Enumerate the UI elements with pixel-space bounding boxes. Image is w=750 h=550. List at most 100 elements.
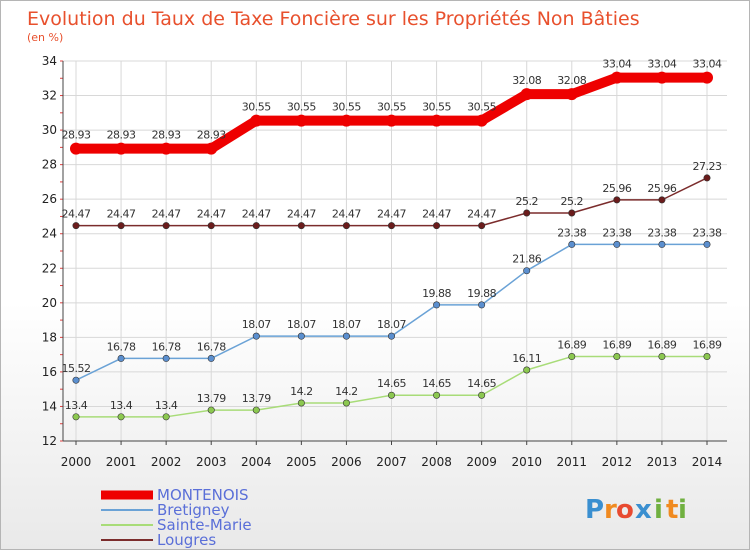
data-label-sainte-marie: 13.4 xyxy=(155,399,178,412)
x-tick-label: 2011 xyxy=(557,455,588,469)
data-label-montenois: 33.04 xyxy=(602,58,631,71)
data-label-montenois: 28.93 xyxy=(107,129,136,142)
data-point-sainte-marie xyxy=(252,406,260,414)
y-tick-label: 18 xyxy=(42,330,57,344)
data-point-montenois xyxy=(115,142,128,155)
data-label-montenois: 32.08 xyxy=(557,74,586,87)
data-label-bretigney: 23.38 xyxy=(602,226,631,239)
logo-letter: t xyxy=(666,495,678,525)
y-tick-label: 14 xyxy=(42,399,57,413)
x-tick-label: 2000 xyxy=(61,455,92,469)
data-point-montenois xyxy=(205,142,218,155)
data-point-sainte-marie xyxy=(478,391,486,399)
data-label-bretigney: 18.07 xyxy=(242,318,271,331)
y-tick-label: 24 xyxy=(42,227,57,241)
data-label-lougres: 27.23 xyxy=(693,160,722,173)
data-point-montenois xyxy=(250,114,263,127)
data-label-bretigney: 18.07 xyxy=(377,318,406,331)
x-tick-label: 2001 xyxy=(106,455,137,469)
data-point-lougres xyxy=(252,222,260,230)
data-point-bretigney xyxy=(207,354,215,362)
y-tick-label: 28 xyxy=(42,158,57,172)
data-label-sainte-marie: 13.79 xyxy=(197,392,226,405)
data-point-bretigney xyxy=(342,332,350,340)
logo-letter: i xyxy=(654,495,663,525)
data-point-sainte-marie xyxy=(523,366,531,374)
data-label-montenois: 30.55 xyxy=(422,101,451,114)
data-label-sainte-marie: 16.89 xyxy=(693,339,722,352)
series-group xyxy=(70,71,713,421)
x-tick-label: 2010 xyxy=(511,455,542,469)
data-label-lougres: 24.47 xyxy=(377,208,406,221)
data-point-sainte-marie xyxy=(387,391,395,399)
data-point-sainte-marie xyxy=(162,413,170,421)
data-label-lougres: 24.47 xyxy=(467,208,496,221)
data-label-sainte-marie: 16.89 xyxy=(557,339,586,352)
data-point-bretigney xyxy=(523,267,531,275)
data-point-montenois xyxy=(610,71,623,84)
x-tick-label: 2006 xyxy=(331,455,362,469)
logo-letter: x xyxy=(635,495,652,525)
y-tick-label: 32 xyxy=(42,89,57,103)
data-label-lougres: 24.47 xyxy=(242,208,271,221)
data-label-bretigney: 16.78 xyxy=(197,340,226,353)
data-point-lougres xyxy=(613,196,621,204)
data-label-lougres: 24.47 xyxy=(197,208,226,221)
data-point-montenois xyxy=(340,114,353,127)
data-point-sainte-marie xyxy=(613,353,621,361)
data-point-lougres xyxy=(568,209,576,217)
data-point-bretigney xyxy=(387,332,395,340)
y-tick-label: 12 xyxy=(42,434,57,448)
data-point-lougres xyxy=(117,222,125,230)
data-label-lougres: 25.2 xyxy=(515,195,538,208)
data-label-bretigney: 18.07 xyxy=(332,318,361,331)
data-point-montenois xyxy=(295,114,308,127)
data-label-montenois: 33.04 xyxy=(693,58,722,71)
legend-label-sainte-marie: Sainte-Marie xyxy=(157,516,252,534)
data-point-bretigney xyxy=(117,354,125,362)
x-tick-label: 2012 xyxy=(602,455,633,469)
data-point-bretigney xyxy=(72,376,80,384)
data-point-bretigney xyxy=(252,332,260,340)
data-point-bretigney xyxy=(478,301,486,309)
data-point-montenois xyxy=(160,142,173,155)
data-label-sainte-marie: 16.89 xyxy=(647,339,676,352)
x-tick-label: 2014 xyxy=(692,455,723,469)
grid xyxy=(63,60,727,442)
data-label-bretigney: 23.38 xyxy=(693,226,722,239)
x-tick-label: 2007 xyxy=(376,455,407,469)
y-tick-label: 20 xyxy=(42,296,57,310)
x-tick-label: 2002 xyxy=(151,455,182,469)
x-tick-label: 2008 xyxy=(421,455,452,469)
y-tick-label: 34 xyxy=(42,54,57,68)
data-point-lougres xyxy=(658,196,666,204)
data-labels: 15.52 16.78 16.78 16.78 18.07 18.07 18.07 18.07… xyxy=(62,58,723,412)
data-label-sainte-marie: 16.89 xyxy=(602,339,631,352)
data-label-lougres: 25.96 xyxy=(602,182,631,195)
data-point-lougres xyxy=(523,209,531,217)
y-tick-label: 26 xyxy=(42,192,57,206)
data-point-montenois xyxy=(385,114,398,127)
data-label-sainte-marie: 14.65 xyxy=(422,377,451,390)
data-point-bretigney xyxy=(297,332,305,340)
legend-label-lougres: Lougres xyxy=(157,531,216,549)
logo-letter: P xyxy=(585,495,604,525)
data-point-lougres xyxy=(207,222,215,230)
data-point-bretigney xyxy=(703,240,711,248)
data-point-montenois xyxy=(655,71,668,84)
data-point-sainte-marie xyxy=(342,399,350,407)
data-label-montenois: 28.93 xyxy=(62,129,91,142)
data-label-montenois: 30.55 xyxy=(467,101,496,114)
data-label-bretigney: 19.88 xyxy=(467,287,496,300)
data-point-sainte-marie xyxy=(207,406,215,414)
data-label-lougres: 24.47 xyxy=(332,208,361,221)
legend-label-montenois: MONTENOIS xyxy=(157,486,249,504)
data-point-lougres xyxy=(162,222,170,230)
x-tick-label: 2005 xyxy=(286,455,317,469)
data-point-lougres xyxy=(72,222,80,230)
data-point-sainte-marie xyxy=(117,413,125,421)
data-label-montenois: 30.55 xyxy=(287,101,316,114)
y-tick-label: 30 xyxy=(42,123,57,137)
